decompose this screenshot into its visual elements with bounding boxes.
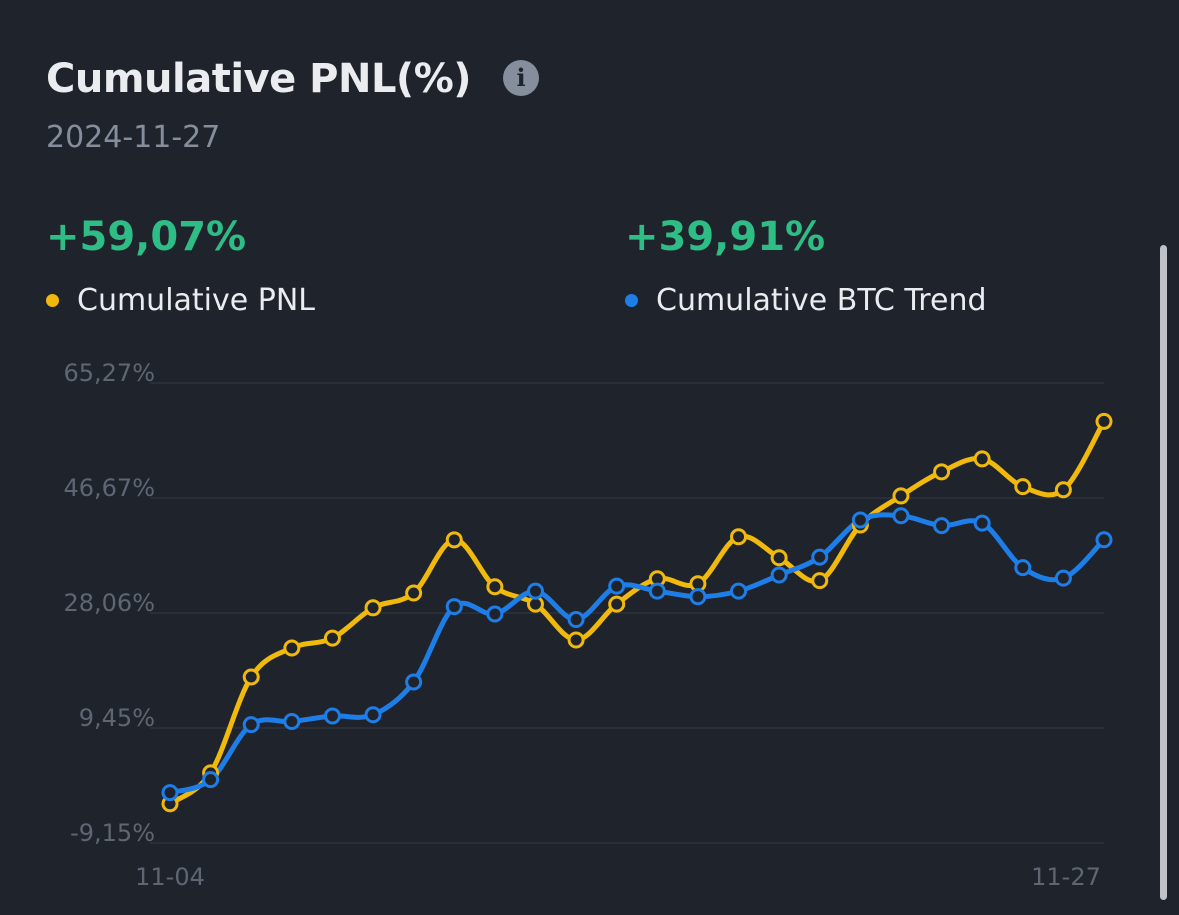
data-point-pnl — [892, 487, 910, 505]
data-point-btc — [811, 548, 829, 566]
data-point-pnl — [1054, 481, 1072, 499]
data-point-btc — [283, 713, 301, 731]
legend-btc: Cumulative BTC Trend — [625, 283, 987, 318]
data-point-pnl — [1014, 478, 1032, 496]
data-point-btc — [1054, 569, 1072, 587]
data-point-btc — [730, 582, 748, 600]
data-point-btc — [405, 673, 423, 691]
data-point-btc — [445, 598, 463, 616]
data-point-pnl — [730, 528, 748, 546]
legend-btc-label: Cumulative BTC Trend — [656, 283, 987, 318]
data-point-pnl — [486, 578, 504, 596]
legend-pnl-label: Cumulative PNL — [77, 283, 316, 318]
data-point-pnl — [933, 463, 951, 481]
pnl-value: +59,07% — [46, 214, 247, 260]
legend-pnl-dot — [46, 294, 59, 307]
data-point-pnl — [242, 668, 260, 686]
legend-btc-dot — [625, 294, 638, 307]
data-point-btc — [323, 707, 341, 725]
x-tick-label: 11-27 — [1031, 863, 1101, 891]
data-point-btc — [608, 577, 626, 595]
y-tick-label: -9,15% — [70, 819, 155, 847]
data-point-btc — [526, 582, 544, 600]
x-tick-label: 11-04 — [135, 863, 205, 891]
scrollbar[interactable] — [1160, 245, 1167, 900]
data-point-btc — [933, 517, 951, 535]
date-label: 2024-11-27 — [46, 120, 221, 155]
y-tick-label: 65,27% — [63, 359, 155, 387]
page-title: Cumulative PNL(%) — [46, 56, 472, 102]
data-point-pnl — [973, 450, 991, 468]
data-point-btc — [851, 511, 869, 529]
data-point-btc — [567, 611, 585, 629]
data-point-pnl — [1095, 412, 1113, 430]
data-point-btc — [648, 582, 666, 600]
y-tick-label: 46,67% — [63, 474, 155, 502]
data-point-btc — [486, 605, 504, 623]
y-tick-label: 28,06% — [63, 589, 155, 617]
data-point-btc — [689, 588, 707, 606]
legend-pnl: Cumulative PNL — [46, 283, 315, 318]
data-point-pnl — [364, 599, 382, 617]
data-point-btc — [1095, 531, 1113, 549]
data-point-btc — [973, 514, 991, 532]
info-icon[interactable]: i — [503, 60, 539, 96]
data-point-pnl — [770, 549, 788, 567]
btc-trend-value: +39,91% — [625, 214, 826, 260]
data-point-btc — [161, 784, 179, 802]
data-point-pnl — [567, 631, 585, 649]
data-point-pnl — [445, 531, 463, 549]
data-point-btc — [892, 507, 910, 525]
data-point-pnl — [608, 595, 626, 613]
data-point-btc — [364, 706, 382, 724]
data-point-btc — [770, 566, 788, 584]
data-point-btc — [242, 716, 260, 734]
data-point-btc — [1014, 559, 1032, 577]
data-point-pnl — [811, 572, 829, 590]
data-point-pnl — [405, 584, 423, 602]
series-line-btc — [167, 512, 1107, 796]
data-point-pnl — [283, 639, 301, 657]
data-point-btc — [202, 771, 220, 789]
data-point-pnl — [323, 629, 341, 647]
y-tick-label: 9,45% — [79, 704, 155, 732]
